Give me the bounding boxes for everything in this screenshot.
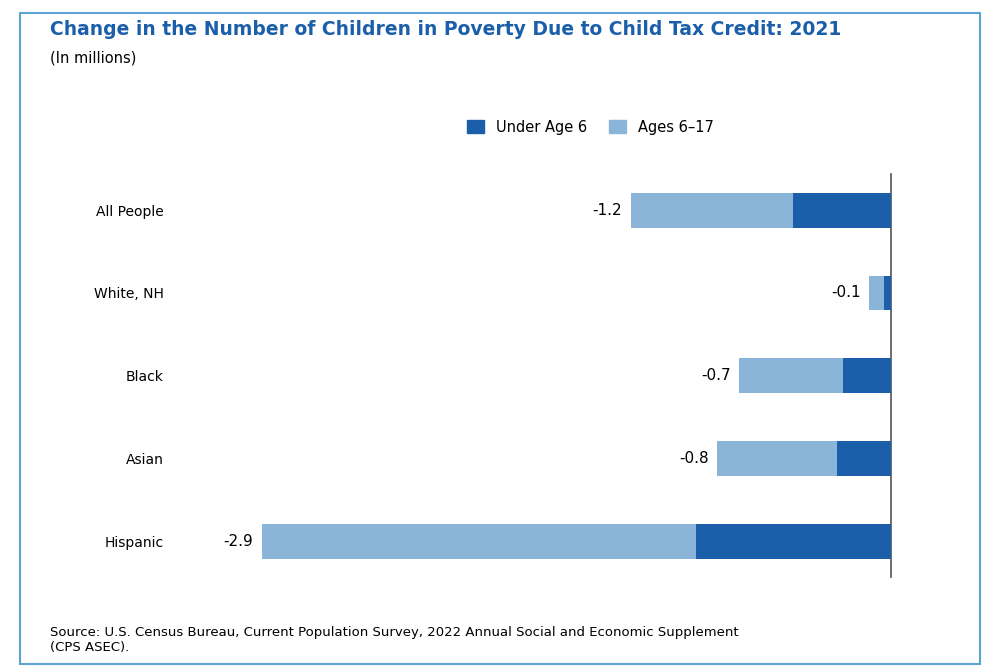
Bar xyxy=(739,358,843,393)
Text: -2.9: -2.9 xyxy=(223,534,253,549)
Text: -0.1: -0.1 xyxy=(831,285,861,301)
Bar xyxy=(793,193,891,227)
Bar xyxy=(869,276,884,311)
Text: Source: U.S. Census Bureau, Current Population Survey, 2022 Annual Social and Ec: Source: U.S. Census Bureau, Current Popu… xyxy=(50,626,739,654)
Bar xyxy=(696,524,891,559)
Text: Change in the Number of Children in Poverty Due to Child Tax Credit: 2021: Change in the Number of Children in Pove… xyxy=(50,20,841,39)
Bar xyxy=(717,441,837,476)
Bar xyxy=(843,358,891,393)
Bar xyxy=(631,193,793,227)
Text: (In millions): (In millions) xyxy=(50,50,136,65)
Bar xyxy=(262,524,696,559)
Legend: Under Age 6, Ages 6–17: Under Age 6, Ages 6–17 xyxy=(467,120,714,135)
Bar xyxy=(884,276,891,311)
Bar xyxy=(837,441,891,476)
Text: -0.8: -0.8 xyxy=(679,451,709,466)
Text: -1.2: -1.2 xyxy=(592,203,622,217)
Text: -0.7: -0.7 xyxy=(701,368,730,383)
